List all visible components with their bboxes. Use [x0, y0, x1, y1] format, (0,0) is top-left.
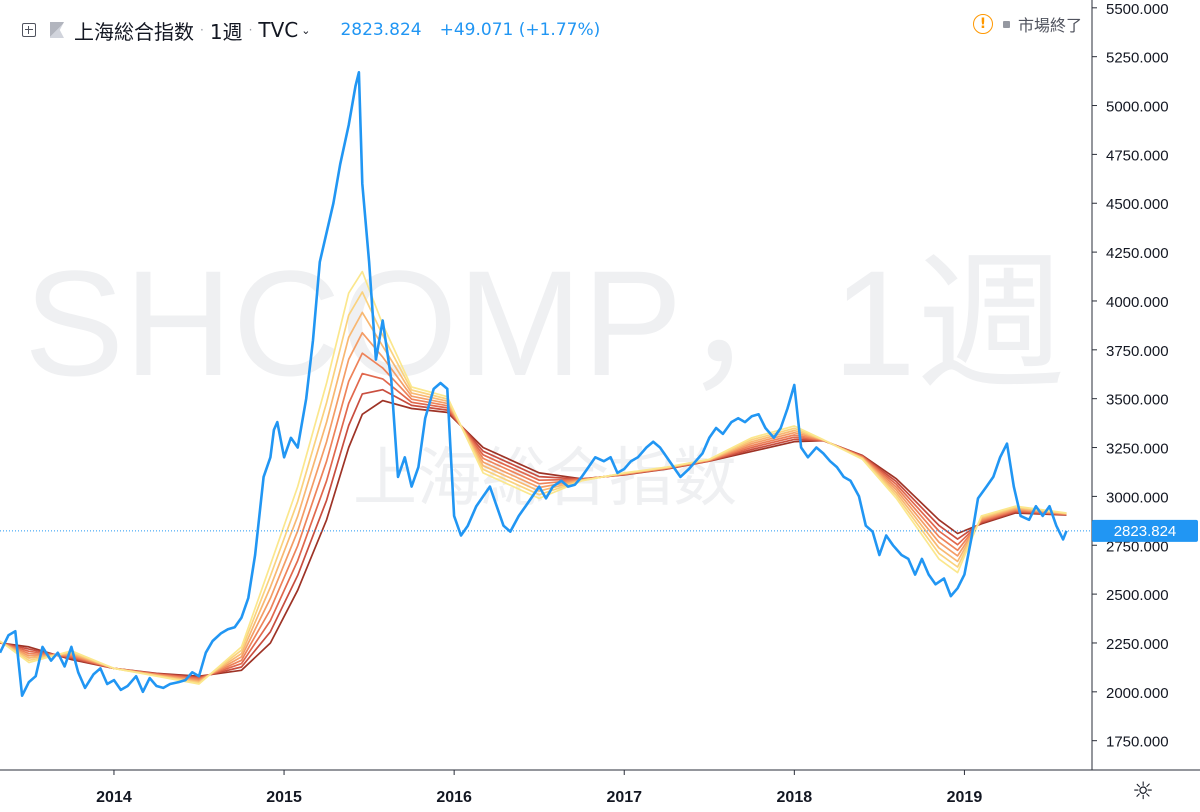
legend-header: 上海総合指数 · 1週 · TVC ⌄ 2823.824 +49.071 (+1… [22, 14, 600, 46]
price-tick-label: 3500.000 [1106, 392, 1169, 409]
chevron-down-icon[interactable]: ⌄ [301, 23, 311, 37]
watermark-symbol: SHCOMP，1週 [24, 239, 1066, 407]
interval-label[interactable]: 1週 [209, 19, 243, 44]
price-tick-label: 2500.000 [1106, 587, 1169, 604]
price-series [0, 71, 1068, 698]
last-price-label: 2823.824 [1114, 523, 1177, 540]
moving-average-line [0, 331, 1067, 682]
price-tick-label: 2250.000 [1106, 636, 1169, 653]
price-tick-label: 4750.000 [1106, 147, 1169, 164]
price-tick-label: 3000.000 [1106, 489, 1169, 506]
price-change-value: +49.071 (+1.77%) [439, 20, 601, 40]
plus-square-icon[interactable] [22, 23, 36, 37]
watermark: SHCOMP，1週 上海総合指数 [24, 239, 1066, 516]
status-dot-icon [1002, 20, 1010, 28]
last-price-tag: 2823.824 [1092, 519, 1198, 542]
separator-dot: · [200, 23, 204, 37]
time-tick-label: 2017 [606, 789, 642, 806]
market-status: ! 市場終了 [972, 12, 1082, 36]
last-price-value: 2823.824 [340, 20, 422, 40]
price-tick-label: 5500.000 [1106, 1, 1169, 18]
price-tick-label: 4250.000 [1106, 245, 1169, 262]
watermark-name: 上海総合指数 [353, 442, 737, 516]
time-tick-label: 2016 [436, 789, 472, 806]
moving-average-line [0, 270, 1067, 685]
price-tick-label: 3750.000 [1106, 343, 1169, 360]
price-tick-label: 2750.000 [1106, 538, 1169, 555]
moving-average-line [0, 311, 1067, 683]
flag-icon [50, 22, 64, 38]
moving-average-line [0, 372, 1067, 680]
exchange-label[interactable]: TVC [258, 18, 299, 42]
moving-average-line [0, 388, 1067, 679]
price-scale[interactable]: 1750.000 2000.000 2250.000 2500.000 2750.000… [1092, 1, 1169, 751]
price-line [0, 71, 1068, 698]
time-tick-label: 2014 [96, 789, 132, 806]
moving-average-line [0, 352, 1067, 681]
settings-gear-icon[interactable]: ☼ [1132, 777, 1154, 805]
time-tick-label: 2019 [947, 789, 983, 806]
market-status-label: 市場終了 [1017, 16, 1082, 35]
price-tick-label: 5000.000 [1106, 99, 1169, 116]
price-tick-label: 3250.000 [1106, 441, 1169, 458]
price-tick-label: 1750.000 [1106, 734, 1169, 751]
time-scale[interactable]: 2014 2015 2016 2017 2018 2019 [96, 770, 982, 806]
price-tick-label: 5250.000 [1106, 50, 1169, 67]
symbol-name[interactable]: 上海総合指数 [74, 19, 194, 44]
time-tick-label: 2015 [266, 789, 302, 806]
price-tick-label: 2000.000 [1106, 685, 1169, 702]
warning-circle-icon[interactable]: ! [972, 14, 993, 34]
price-tick-label: 4000.000 [1106, 294, 1169, 311]
separator-dot: · [248, 23, 253, 37]
time-tick-label: 2018 [777, 789, 813, 806]
price-tick-label: 4500.000 [1106, 196, 1169, 213]
